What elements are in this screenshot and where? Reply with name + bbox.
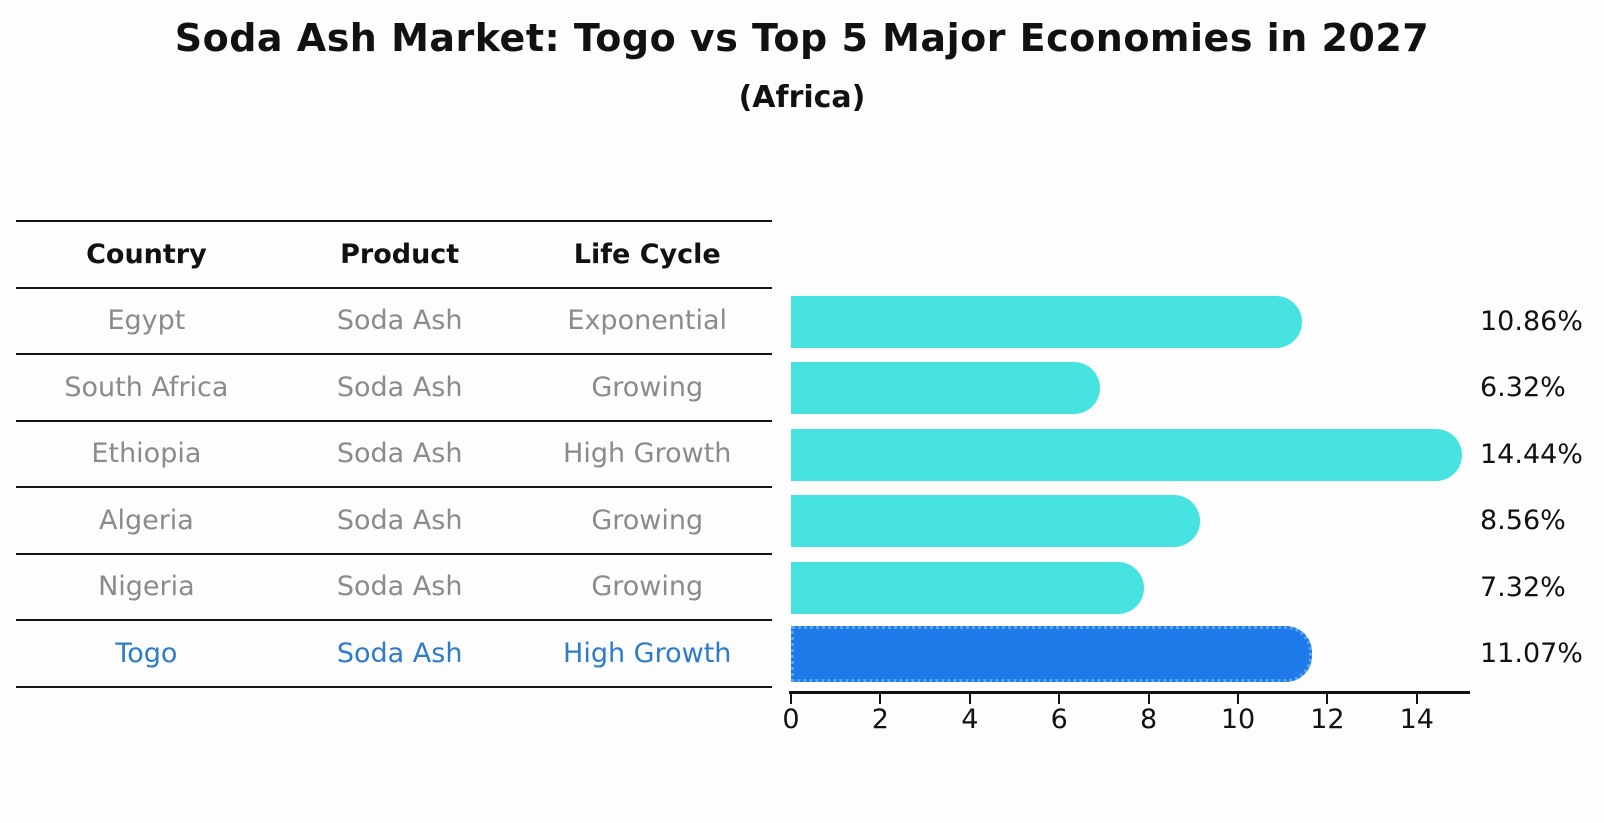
table-row: Egypt Soda Ash Exponential xyxy=(16,289,772,355)
x-axis-tick xyxy=(879,693,882,704)
cell-life-cycle: High Growth xyxy=(563,637,732,669)
cell-country: Algeria xyxy=(98,504,194,536)
value-label-nigeria: 7.32% xyxy=(1480,571,1566,603)
table-row: Algeria Soda Ash Growing xyxy=(16,488,772,555)
table-header-row: Country Product Life Cycle xyxy=(16,220,772,289)
x-axis-tick-label: 14 xyxy=(1399,704,1434,735)
x-axis-tick-label: 10 xyxy=(1220,704,1256,735)
table-row: Nigeria Soda Ash Growing xyxy=(16,555,772,621)
column-header-country: Country xyxy=(86,238,207,270)
x-axis-tick xyxy=(1058,693,1061,704)
cell-country: South Africa xyxy=(64,371,229,403)
x-axis-tick-label: 6 xyxy=(1050,704,1068,735)
value-label-egypt: 10.86% xyxy=(1480,305,1583,337)
bar-ethiopia xyxy=(791,428,1463,481)
bar-egypt xyxy=(791,295,1303,348)
x-axis-tick xyxy=(1415,693,1418,704)
bar-algeria xyxy=(791,495,1200,548)
x-axis-tick-label: 8 xyxy=(1140,704,1158,735)
cell-product: Soda Ash xyxy=(336,438,463,470)
x-axis-tick xyxy=(1237,693,1239,704)
column-header-product: Product xyxy=(340,238,460,270)
x-axis-tick xyxy=(790,693,792,704)
chart-title: Soda Ash Market: Togo vs Top 5 Major Eco… xyxy=(174,16,1430,60)
table-row-togo-highlighted: Togo Soda Ash High Growth xyxy=(16,621,772,688)
cell-product: Soda Ash xyxy=(336,305,463,337)
cell-product: Soda Ash xyxy=(336,637,463,669)
x-axis-tick xyxy=(1326,693,1329,704)
x-axis-tick-label: 0 xyxy=(782,704,800,735)
cell-country: Nigeria xyxy=(98,571,195,603)
x-axis-tick-label: 2 xyxy=(871,704,889,735)
chart-subtitle: (Africa) xyxy=(738,80,866,115)
x-axis-tick-label: 4 xyxy=(961,704,979,735)
x-axis-tick xyxy=(968,693,971,704)
table-row: South Africa Soda Ash Growing xyxy=(16,355,772,422)
cell-life-cycle: High Growth xyxy=(563,438,732,470)
x-axis-tick-label: 12 xyxy=(1310,704,1345,735)
cell-life-cycle: Growing xyxy=(591,504,704,536)
bar-south-africa xyxy=(791,362,1100,415)
cell-product: Soda Ash xyxy=(336,371,463,403)
value-label-algeria: 8.56% xyxy=(1480,505,1566,537)
cell-product: Soda Ash xyxy=(336,571,463,603)
cell-product: Soda Ash xyxy=(336,504,463,536)
x-axis-tick xyxy=(1147,693,1150,704)
cell-life-cycle: Growing xyxy=(591,371,704,403)
column-header-life-cycle: Life Cycle xyxy=(573,238,721,270)
cell-country: Togo xyxy=(115,637,178,669)
cell-life-cycle: Exponential xyxy=(567,305,728,337)
bar-nigeria xyxy=(791,561,1145,614)
value-label-togo: 11.07% xyxy=(1480,638,1583,670)
table-row: Ethiopia Soda Ash High Growth xyxy=(16,422,772,488)
x-axis-line xyxy=(789,691,1470,694)
cell-country: Egypt xyxy=(107,305,186,337)
cell-country: Ethiopia xyxy=(91,438,202,470)
country-table: Country Product Life Cycle Egypt Soda As… xyxy=(16,220,772,688)
value-label-south-africa: 6.32% xyxy=(1480,372,1566,404)
bar-togo xyxy=(791,626,1312,683)
cell-life-cycle: Growing xyxy=(591,571,704,603)
value-label-ethiopia: 14.44% xyxy=(1480,438,1583,470)
